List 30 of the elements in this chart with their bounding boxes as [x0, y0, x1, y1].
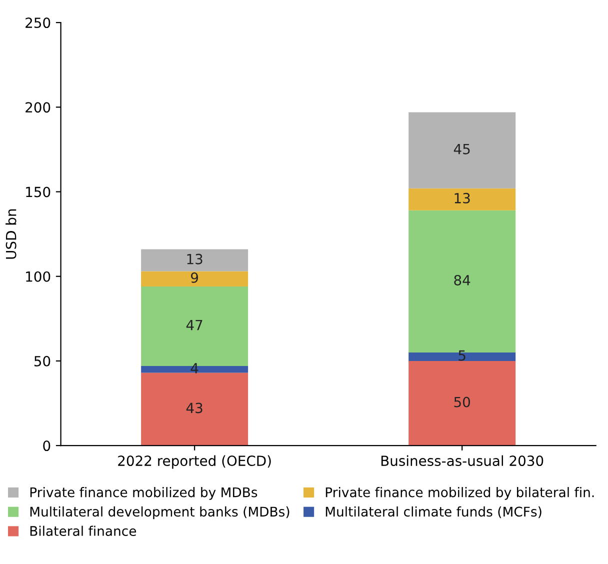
legend-label: Private finance mobilized by MDBs: [30, 487, 258, 500]
data-label: 43: [186, 402, 202, 414]
data-label: 45: [454, 144, 470, 154]
y-tick-label: 100: [26, 271, 50, 282]
x-tick-label: Business-as-usual 2030: [381, 455, 544, 466]
data-label: 5: [458, 350, 466, 361]
data-label: 13: [187, 254, 202, 264]
data-label: 4: [190, 363, 198, 374]
y-tick-label: 150: [26, 186, 50, 198]
y-tick-label: 0: [43, 440, 50, 452]
legend-label: Private finance mobilized by bilateral fin.: [326, 487, 594, 500]
data-label: 47: [186, 320, 202, 330]
bar: [141, 249, 248, 272]
y-tick-label: 250: [26, 18, 50, 28]
bar: [141, 271, 248, 287]
data-label: 9: [191, 272, 198, 283]
bar: [408, 360, 516, 446]
bar: [408, 188, 516, 210]
y-axis-title: USD bn: [6, 209, 16, 259]
legend-label: Bilateral finance: [30, 526, 136, 536]
bar: [141, 372, 248, 446]
y-tick-label: 200: [26, 102, 50, 113]
data-label: 84: [454, 274, 470, 286]
y-tick-label: 50: [34, 356, 50, 366]
legend-label: Multilateral development banks (MDBs): [30, 506, 290, 520]
x-tick-label: 2022 reported (OECD): [118, 455, 271, 469]
data-label: 13: [454, 192, 470, 204]
legend-label: Multilateral climate funds (MCFs): [326, 506, 542, 518]
bar: [408, 112, 516, 188]
data-label: 50: [454, 396, 470, 408]
